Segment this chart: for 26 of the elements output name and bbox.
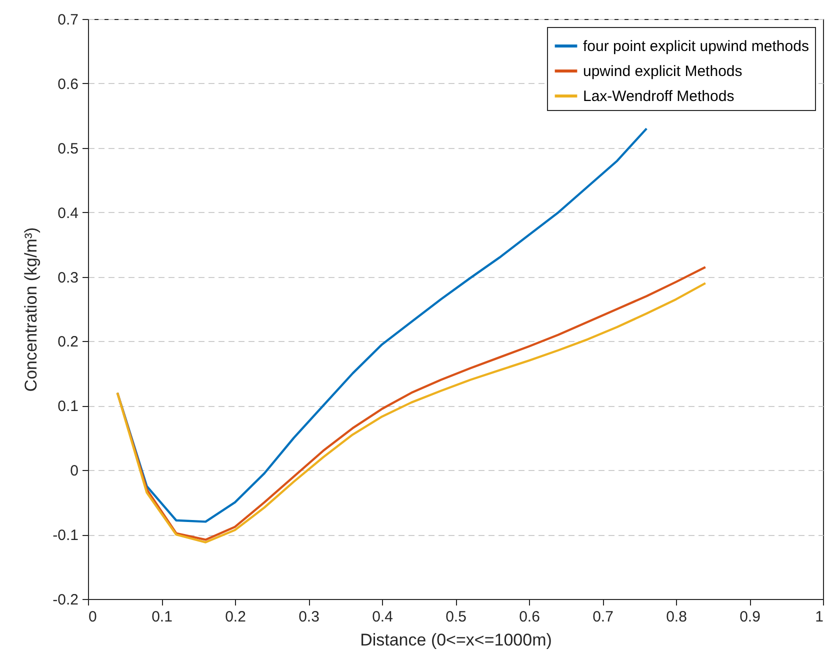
x-tick-label: 0.9	[740, 608, 760, 626]
y-tick-label: 0.4	[58, 204, 78, 222]
x-tick-label: 0.2	[225, 608, 246, 626]
y-tick-label: -0.1	[52, 527, 78, 544]
x-tick-label: 0.8	[666, 608, 687, 626]
x-tick-label: 0.4	[372, 608, 393, 626]
y-tick-label: 0	[70, 462, 78, 480]
x-tick-label: 0.5	[446, 608, 466, 626]
x-tick-label: 0.7	[592, 608, 614, 626]
x-tick-label: 0.3	[298, 608, 320, 626]
legend-label: upwind explicit Methods	[583, 63, 742, 80]
y-axis-title: Concentration (kg/m³)	[22, 227, 41, 392]
y-tick-label: 0.5	[58, 140, 78, 158]
y-tick-label: -0.2	[52, 592, 78, 608]
legend-label: four point explicit upwind methods	[583, 38, 809, 55]
y-tick-label: 0.6	[58, 76, 78, 93]
x-tick-label: 0.6	[519, 608, 540, 626]
y-tick-label: 0.2	[58, 334, 78, 351]
y-tick-label: 0.7	[58, 12, 78, 28]
y-tick-label: 0.1	[58, 398, 78, 416]
legend-label: Lax-Wendroff Methods	[583, 88, 734, 105]
y-tick-label: 0.3	[58, 269, 78, 286]
x-tick-label: 1	[815, 608, 824, 626]
x-axis-title: Distance (0<=x<=1000m)	[360, 630, 552, 650]
x-tick-label: 0	[88, 608, 97, 626]
x-tick-label: 0.1	[152, 608, 172, 626]
